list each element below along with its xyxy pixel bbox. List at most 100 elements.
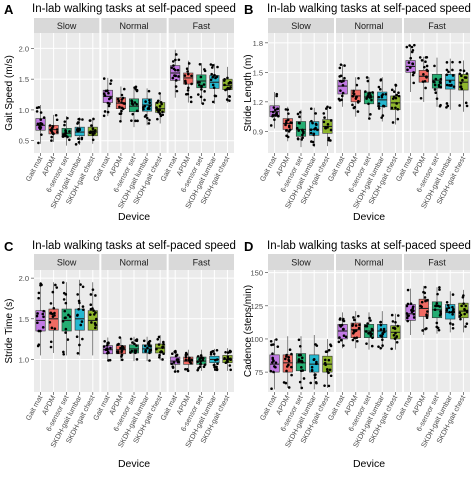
data-point xyxy=(290,373,293,377)
data-point xyxy=(53,311,56,315)
data-point xyxy=(409,302,413,306)
data-point xyxy=(342,79,345,83)
data-point xyxy=(377,95,381,99)
data-point xyxy=(186,369,190,373)
data-point xyxy=(462,302,465,305)
data-point xyxy=(412,71,416,75)
box-apdm xyxy=(282,106,293,142)
data-point xyxy=(158,353,161,357)
data-point xyxy=(382,329,386,333)
data-point xyxy=(391,121,395,124)
facet-strip xyxy=(168,254,234,270)
data-point xyxy=(408,44,411,47)
data-point xyxy=(355,83,359,87)
data-point xyxy=(120,344,124,348)
data-point xyxy=(297,338,301,342)
box-6-sensor-set xyxy=(128,336,140,362)
data-point xyxy=(177,58,181,62)
data-point xyxy=(94,326,97,330)
data-point xyxy=(157,343,161,346)
data-point xyxy=(147,122,151,125)
data-point xyxy=(37,296,40,300)
facet-strip-label: Slow xyxy=(291,21,311,31)
panel-letter: B xyxy=(244,2,253,17)
box-body xyxy=(74,308,85,331)
box-gait-mat xyxy=(102,77,113,118)
data-point xyxy=(133,342,136,346)
y-tick-label: 100 xyxy=(250,335,263,344)
facet-strip-label: Fast xyxy=(428,21,446,31)
data-point xyxy=(371,329,374,332)
data-point xyxy=(458,311,462,315)
facet-strip xyxy=(268,254,334,270)
data-point xyxy=(200,84,203,88)
data-point xyxy=(452,310,455,314)
data-point xyxy=(396,324,400,328)
data-point xyxy=(351,324,354,327)
data-point xyxy=(38,126,41,129)
data-point xyxy=(158,356,161,359)
data-point xyxy=(156,338,160,341)
data-point xyxy=(392,95,396,98)
data-point xyxy=(390,106,394,110)
data-point xyxy=(78,343,81,347)
data-point xyxy=(465,72,469,75)
data-point xyxy=(116,351,120,354)
data-point xyxy=(269,124,273,127)
data-point xyxy=(146,342,150,345)
data-point xyxy=(341,91,345,95)
data-point xyxy=(370,344,374,348)
data-point xyxy=(352,329,356,332)
data-point xyxy=(396,107,400,111)
y-tick-label: 0.9 xyxy=(253,127,263,136)
facet-strip xyxy=(34,18,100,33)
data-point xyxy=(80,136,84,140)
data-point xyxy=(210,350,214,354)
data-point xyxy=(67,313,70,317)
data-point xyxy=(225,98,229,101)
data-point xyxy=(80,320,84,323)
data-point xyxy=(313,373,317,377)
data-point xyxy=(118,336,122,339)
data-point xyxy=(395,93,399,97)
data-point xyxy=(172,361,176,364)
box-apdm xyxy=(48,113,59,142)
data-point xyxy=(285,365,289,368)
data-point xyxy=(276,345,280,348)
data-point xyxy=(185,353,189,356)
data-point xyxy=(91,130,94,133)
data-point xyxy=(300,366,303,369)
data-point xyxy=(102,114,106,118)
data-point xyxy=(412,81,416,85)
data-point xyxy=(171,76,175,80)
data-point xyxy=(189,100,193,104)
data-point xyxy=(211,64,215,67)
data-point xyxy=(201,102,205,105)
data-point xyxy=(425,75,428,78)
data-point xyxy=(412,313,416,316)
data-point xyxy=(351,338,355,342)
data-point xyxy=(354,97,358,100)
data-point xyxy=(200,88,203,91)
data-point xyxy=(451,323,455,326)
data-point xyxy=(82,308,85,312)
data-point xyxy=(118,112,122,116)
data-point xyxy=(446,303,450,307)
panel-title: In-lab walking tasks at self-paced speed xyxy=(267,3,471,15)
data-point xyxy=(381,93,385,96)
data-point xyxy=(103,339,106,343)
data-point xyxy=(451,293,455,296)
data-point xyxy=(81,118,84,121)
data-point xyxy=(313,127,316,131)
data-point xyxy=(451,313,454,316)
data-point xyxy=(424,60,427,64)
data-point xyxy=(397,94,401,98)
data-point xyxy=(41,326,45,329)
data-point xyxy=(40,283,43,287)
data-point xyxy=(215,348,219,352)
data-point xyxy=(465,104,469,108)
data-point xyxy=(433,64,436,68)
data-point xyxy=(213,74,216,77)
